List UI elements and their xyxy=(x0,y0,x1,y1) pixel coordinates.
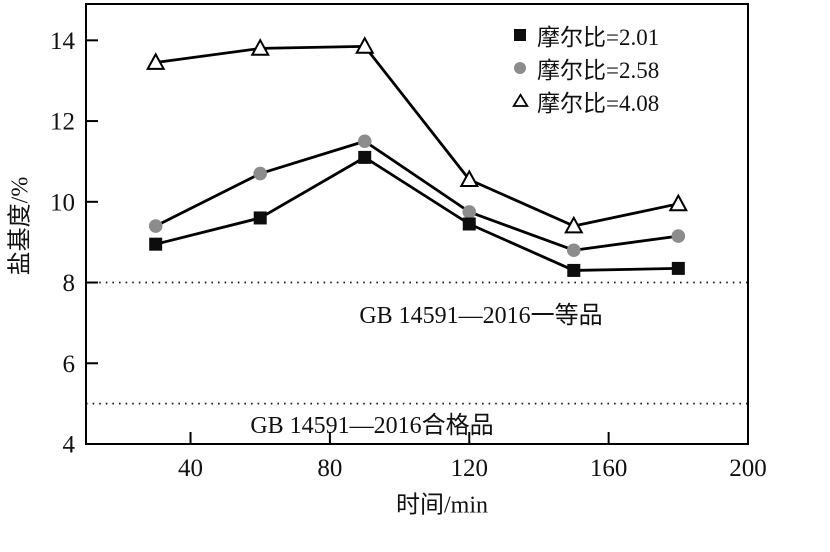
series-1-point-1 xyxy=(253,166,268,181)
legend-label-molar-ratio-2-01: 摩尔比=2.01 xyxy=(537,24,660,50)
series-1-point-3 xyxy=(462,205,477,219)
reference-line-label-first-grade: GB 14591—2016一等品 xyxy=(359,303,603,329)
y-axis-title: 盐基度/% xyxy=(7,176,34,276)
series-1-line xyxy=(155,139,679,252)
filled-square-marker-icon xyxy=(514,28,526,41)
series-1-point-2 xyxy=(357,134,372,149)
y-tick-label-6: 6 xyxy=(63,351,76,378)
series-1-point-5 xyxy=(671,229,686,243)
series-2-point-1 xyxy=(250,38,270,56)
x-tick-label-200: 200 xyxy=(729,455,767,482)
x-tick-label-160: 160 xyxy=(590,455,628,482)
series-2-line xyxy=(155,44,679,228)
series-2-point-5 xyxy=(668,193,689,212)
series-0-point-2 xyxy=(358,150,372,164)
y-tick-label-8: 8 xyxy=(63,270,76,297)
series-1-point-4 xyxy=(566,243,581,258)
legend-label-molar-ratio-2-58: 摩尔比=2.58 xyxy=(537,57,660,83)
series-2-point-3 xyxy=(459,169,479,187)
y-tick-label-10: 10 xyxy=(50,189,75,216)
series-2-point-0 xyxy=(145,52,166,70)
legend-item-molar-ratio-2-58: 摩尔比=2.58 xyxy=(503,51,659,84)
legend-item-molar-ratio-2-01: 摩尔比=2.01 xyxy=(503,18,659,51)
x-tick-label-120: 120 xyxy=(451,455,489,482)
legend-label-molar-ratio-4-08: 摩尔比=4.08 xyxy=(537,90,660,116)
x-axis-title: 时间/min xyxy=(395,492,489,519)
series-0-point-1 xyxy=(253,211,267,225)
legend: 摩尔比=2.01 摩尔比=2.58 摩尔比=4.08 xyxy=(503,18,659,117)
series-2-point-4 xyxy=(564,215,584,234)
open-triangle-marker-icon xyxy=(511,93,529,107)
x-tick-label-40: 40 xyxy=(178,455,203,482)
series-1-point-0 xyxy=(148,219,163,233)
reference-line-label-qualified: GB 14591—2016合格品 xyxy=(250,413,494,439)
series-0-point-4 xyxy=(567,263,581,277)
series-2-point-2 xyxy=(355,36,375,54)
legend-marker-cell xyxy=(503,61,537,74)
x-tick-label-80: 80 xyxy=(317,455,342,482)
y-tick-label-14: 14 xyxy=(50,28,76,55)
legend-item-molar-ratio-4-08: 摩尔比=4.08 xyxy=(503,84,659,117)
series-0-point-3 xyxy=(462,217,476,231)
filled-circle-marker-icon xyxy=(514,61,526,74)
legend-marker-cell xyxy=(503,28,537,41)
series-0-point-0 xyxy=(149,237,163,251)
legend-marker-cell xyxy=(503,93,537,108)
y-tick-label-4: 4 xyxy=(63,432,76,459)
series-0-line xyxy=(155,155,679,272)
series-0-point-5 xyxy=(671,261,685,275)
plot-border xyxy=(85,3,749,445)
y-tick-label-12: 12 xyxy=(50,109,75,136)
